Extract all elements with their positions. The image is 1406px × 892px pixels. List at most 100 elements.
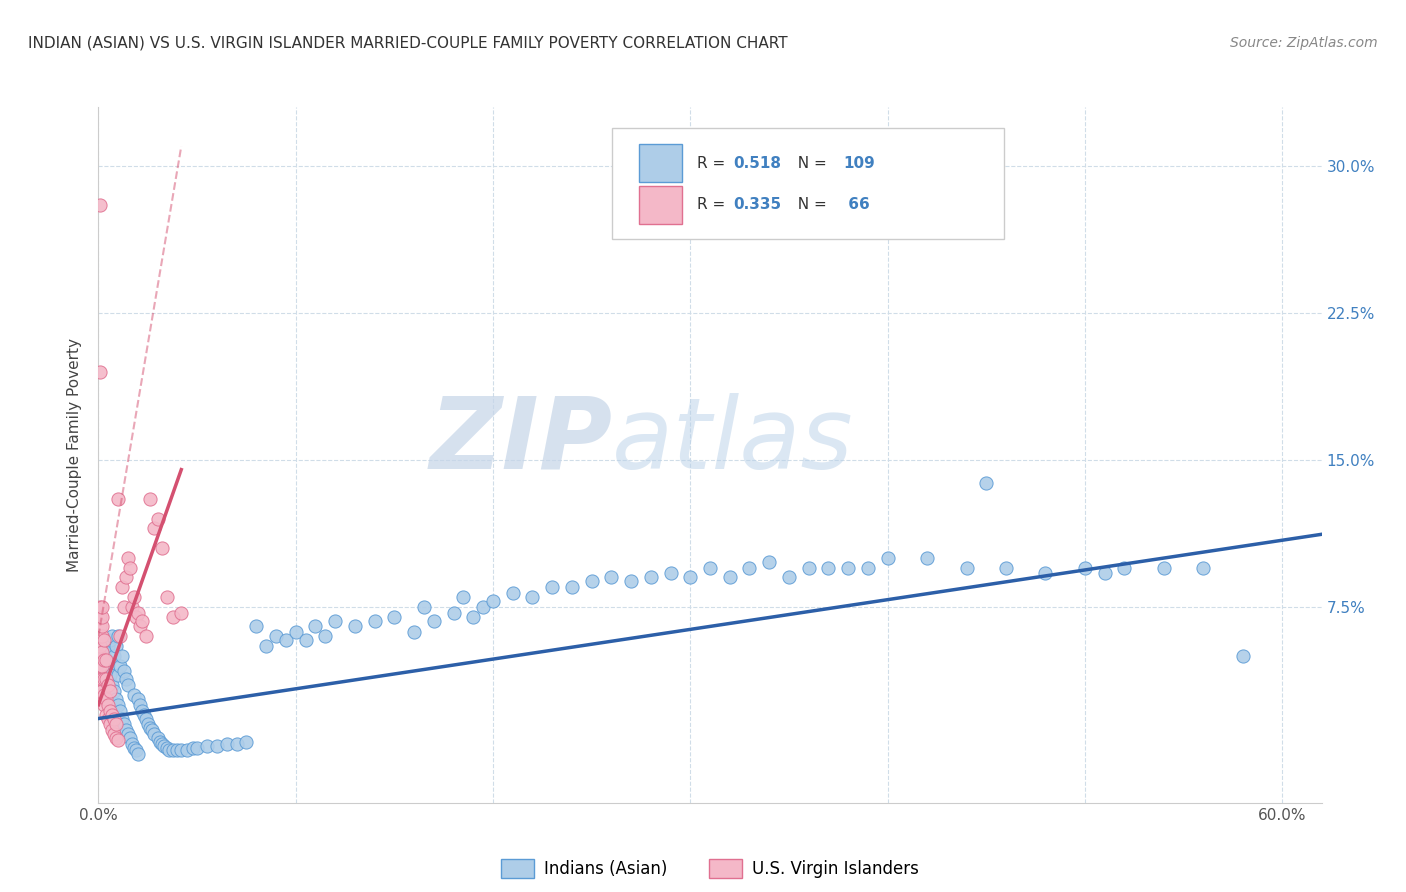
Point xyxy=(423,614,446,628)
Point xyxy=(1192,560,1215,574)
Point xyxy=(915,550,938,565)
Point xyxy=(1094,566,1116,581)
Point xyxy=(93,688,115,702)
Point xyxy=(108,658,131,673)
Point xyxy=(111,712,134,726)
Point xyxy=(107,668,129,682)
Text: 66: 66 xyxy=(844,197,870,212)
Point xyxy=(91,599,114,614)
Point xyxy=(463,609,485,624)
Point xyxy=(101,707,124,722)
Y-axis label: Married-Couple Family Poverty: Married-Couple Family Poverty xyxy=(67,338,83,572)
Point xyxy=(304,619,326,633)
Point xyxy=(111,648,134,663)
Point xyxy=(122,740,145,755)
Point xyxy=(797,560,820,574)
Point xyxy=(121,737,143,751)
Point xyxy=(581,574,603,589)
FancyBboxPatch shape xyxy=(612,128,1004,239)
Point xyxy=(91,629,114,643)
Point xyxy=(101,678,124,692)
Point xyxy=(195,739,218,753)
Point xyxy=(245,619,267,633)
Point xyxy=(205,739,228,753)
Point xyxy=(150,541,173,555)
Text: INDIAN (ASIAN) VS U.S. VIRGIN ISLANDER MARRIED-COUPLE FAMILY POVERTY CORRELATION: INDIAN (ASIAN) VS U.S. VIRGIN ISLANDER M… xyxy=(28,36,787,51)
Point xyxy=(118,560,141,574)
Point xyxy=(107,491,129,506)
Legend: Indians (Asian), U.S. Virgin Islanders: Indians (Asian), U.S. Virgin Islanders xyxy=(494,853,927,885)
Point xyxy=(482,594,505,608)
Point xyxy=(156,590,179,604)
Point xyxy=(135,629,157,643)
Point xyxy=(181,740,204,755)
Point xyxy=(89,198,111,212)
Point xyxy=(98,668,121,682)
Point xyxy=(96,707,118,722)
Point xyxy=(472,599,495,614)
Point xyxy=(541,580,564,594)
Point xyxy=(186,740,208,755)
Point xyxy=(89,678,111,692)
Point xyxy=(294,633,316,648)
Point xyxy=(89,668,111,682)
Point xyxy=(122,688,145,702)
Point xyxy=(91,648,114,663)
Point xyxy=(93,633,115,648)
Point xyxy=(108,704,131,718)
Point xyxy=(91,619,114,633)
Point xyxy=(91,609,114,624)
Point xyxy=(413,599,436,614)
Point xyxy=(112,717,135,731)
Point xyxy=(97,698,120,712)
Point xyxy=(235,735,257,749)
Bar xyxy=(640,186,682,224)
Point xyxy=(955,560,977,574)
Point xyxy=(314,629,336,643)
Text: Source: ZipAtlas.com: Source: ZipAtlas.com xyxy=(1230,36,1378,50)
Point xyxy=(93,653,115,667)
Point xyxy=(107,629,129,643)
Point xyxy=(876,550,898,565)
Point xyxy=(142,727,165,741)
Point xyxy=(1035,566,1057,581)
Point xyxy=(121,599,143,614)
Point xyxy=(738,560,761,574)
Point xyxy=(443,606,465,620)
Point xyxy=(89,609,111,624)
Point xyxy=(149,735,172,749)
Point xyxy=(758,555,780,569)
Point xyxy=(89,648,111,663)
Point xyxy=(159,743,181,757)
Point xyxy=(856,560,879,574)
Point xyxy=(254,639,277,653)
Point xyxy=(974,476,997,491)
Text: N =: N = xyxy=(789,155,832,170)
Point xyxy=(1074,560,1097,574)
Point xyxy=(97,639,120,653)
Point xyxy=(89,658,111,673)
Point xyxy=(679,570,702,584)
Point xyxy=(131,704,153,718)
Point xyxy=(170,606,193,620)
Point xyxy=(96,653,118,667)
Point xyxy=(108,629,131,643)
Point xyxy=(132,707,155,722)
Point xyxy=(127,692,149,706)
Point xyxy=(117,678,139,692)
Point xyxy=(146,511,169,525)
Point xyxy=(97,712,120,726)
Text: R =: R = xyxy=(696,155,730,170)
Point xyxy=(89,684,111,698)
Point xyxy=(600,570,623,584)
Point xyxy=(107,733,129,747)
Point xyxy=(146,731,169,745)
Point xyxy=(89,688,111,702)
Bar xyxy=(640,144,682,182)
Point xyxy=(128,698,150,712)
Point xyxy=(131,614,153,628)
Point xyxy=(264,629,287,643)
Point xyxy=(89,629,111,643)
Point xyxy=(284,625,307,640)
Text: R =: R = xyxy=(696,197,730,212)
